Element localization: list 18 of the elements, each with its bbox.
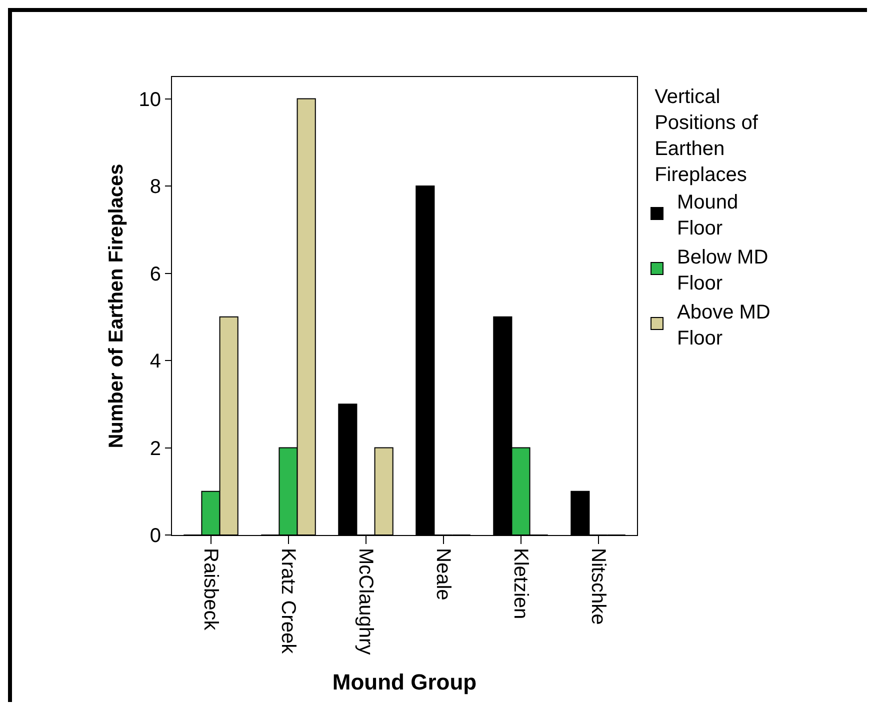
y-tick-label: 8	[150, 176, 161, 198]
legend-label: Below MD Floor	[677, 246, 768, 294]
y-tick-label: 4	[150, 350, 161, 373]
x-tick-label: Kratz Creek	[276, 548, 299, 655]
legend-label: Above MD Floor	[677, 301, 770, 350]
y-tick-label: 0	[150, 525, 161, 547]
x-tick-label: Neale	[432, 548, 454, 600]
x-axis-title: Mound Group	[332, 670, 477, 695]
legend-label: Mound Floor	[677, 191, 738, 240]
y-tick-label: 6	[150, 263, 161, 286]
y-axis-title: Number of Earthen Fireplaces	[105, 164, 128, 448]
x-tick-label: Raisbeck	[199, 548, 222, 632]
y-tick-label: 2	[150, 438, 161, 460]
x-tick-label: Nitschke	[586, 548, 609, 625]
x-tick-label: Kletzien	[509, 548, 532, 620]
y-tick-label: 10	[138, 88, 161, 111]
x-tick-label: McClaughry	[354, 548, 376, 655]
legend-title: Vertical Positions of Earthen Fireplaces	[654, 86, 758, 186]
